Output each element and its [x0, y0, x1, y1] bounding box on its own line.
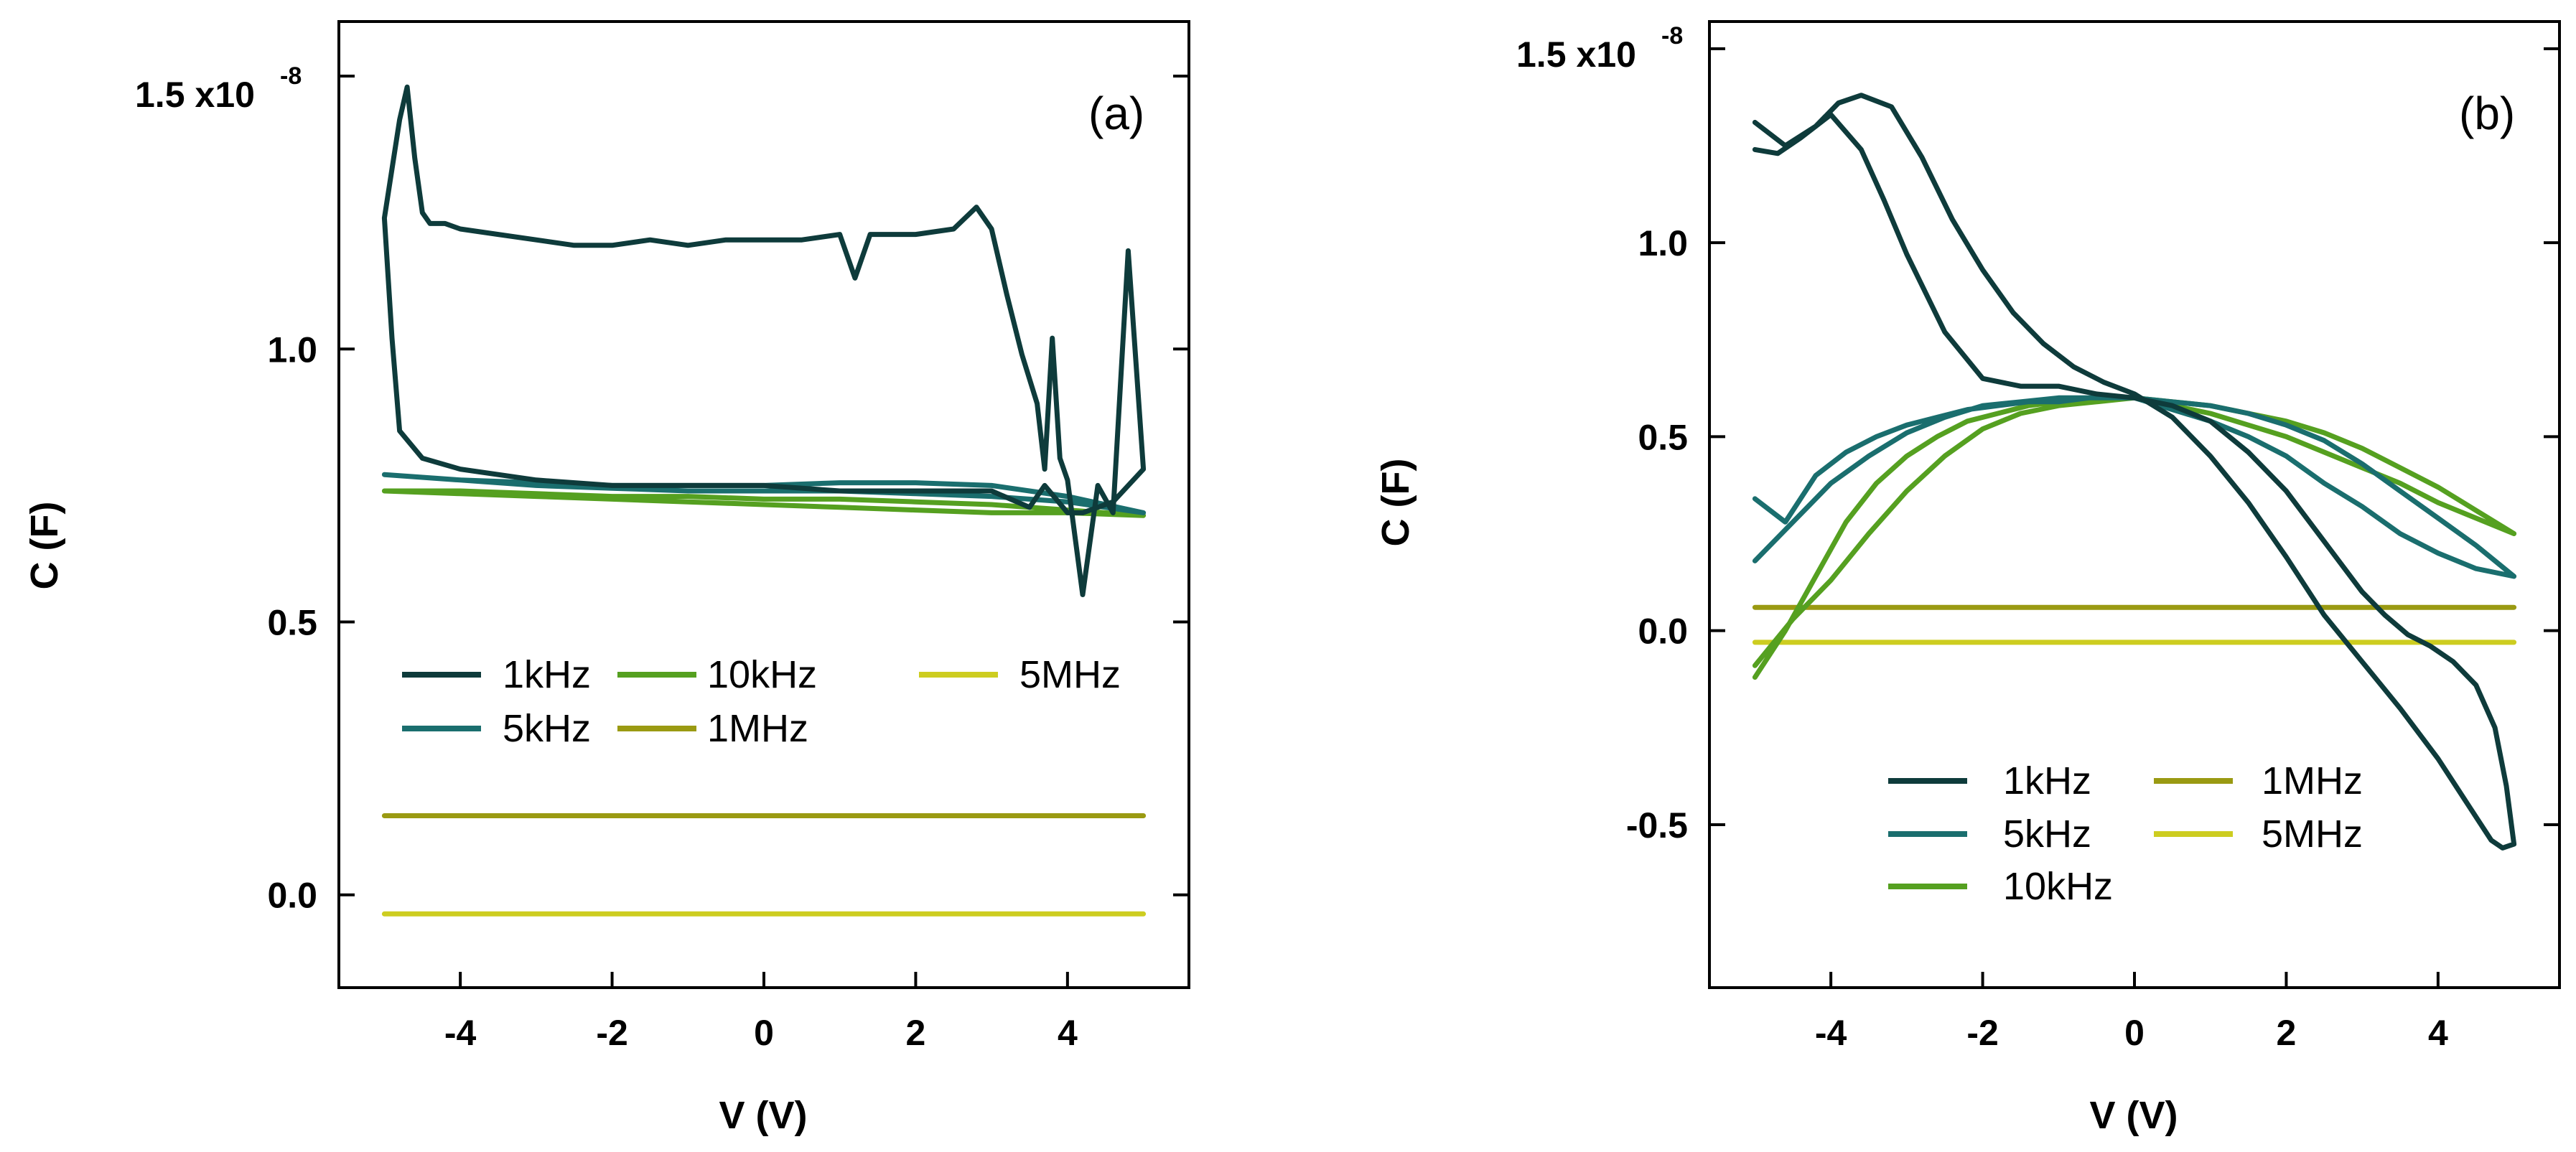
panel-b-label: (b) — [2459, 88, 2515, 139]
panel-b-x-tick-label: 2 — [2277, 1013, 2297, 1053]
panel-a-y-tick-label: 0.0 — [267, 876, 317, 916]
panel-a-x-tick-label: 2 — [906, 1013, 926, 1053]
panel-a-series-group — [381, 84, 1147, 917]
panel-a-y-tick-label: 0.5 — [267, 602, 317, 642]
panel-b-y-axis-label: C (F) — [1374, 459, 1417, 547]
panel-b-y-tick-max: 1.5 — [1516, 34, 1567, 75]
panel-a-legend-label-10khz: 10kHz — [707, 653, 817, 696]
panel-b-y-tick-label: 0.0 — [1638, 612, 1688, 652]
panel-a-series-10khz — [381, 488, 1147, 518]
panel-a-y-tick-max: 1.5 — [135, 75, 185, 115]
panel-b-y-tick-label: -0.5 — [1626, 805, 1688, 846]
panel-b-legend-label-10khz: 10kHz — [2003, 865, 2113, 908]
panel-b-x-tick-label: 0 — [2124, 1013, 2145, 1053]
panel-b-series-1khz — [1752, 93, 2517, 851]
panel-a-x-tick-label: -2 — [596, 1013, 627, 1053]
panel-a-legend: 1kHz 5kHz 10kHz 1MHz 5MHz — [402, 653, 1121, 750]
panel-b-x-tick-label: 4 — [2428, 1013, 2448, 1053]
panel-a-chart: -4 -2 0 2 4 0.0 0.5 1.0 1.5 x10 -8 (a) V (V) C (… — [23, 20, 1190, 1137]
panel-a-label: (a) — [1088, 88, 1144, 139]
panel-a-y-axis-label: C (F) — [23, 502, 66, 590]
panel-a-ticks: -4 -2 0 2 4 0.0 0.5 1.0 — [267, 75, 1189, 1053]
panel-b-y-tick-label: 0.5 — [1638, 417, 1688, 457]
panel-b-series-10khz — [1752, 395, 2517, 680]
panel-a-legend-label-1mhz: 1MHz — [707, 707, 808, 750]
panel-b-x-tick-label: -2 — [1966, 1013, 1998, 1053]
panel-b-legend-label-5mhz: 5MHz — [2262, 813, 2363, 856]
panel-a-x-tick-label: 4 — [1058, 1013, 1078, 1053]
panel-b-series-5khz — [1752, 395, 2517, 579]
panel-b-ticks: -4 -2 0 2 4 -0.5 0.0 0.5 1.0 — [1626, 47, 2559, 1053]
panel-a-y-exponent-sup: -8 — [280, 62, 302, 90]
panel-b-plot-frame — [1708, 20, 2561, 989]
panel-b-x-axis-label: V (V) — [2089, 1094, 2178, 1137]
panel-a-y-exponent-base: 1.5 x10 — [135, 75, 255, 115]
panel-b-series-group — [1752, 93, 2517, 851]
panel-a-legend-label-5mhz: 5MHz — [1019, 653, 1121, 696]
panel-b-y-exponent-base: 1.5 x10 — [1516, 34, 1636, 75]
panel-a-y-tick-label: 1.0 — [267, 329, 317, 370]
panel-b-x-tick-label: -4 — [1815, 1013, 1847, 1053]
panel-b-y-exponent-sup: -8 — [1661, 22, 1683, 50]
panel-b-legend: 1kHz 5kHz 10kHz 1MHz 5MHz — [1888, 759, 2363, 908]
panel-b-legend-label-5khz: 5kHz — [2003, 813, 2091, 856]
panel-a-x-axis-label: V (V) — [719, 1094, 807, 1137]
panel-b-chart: -4 -2 0 2 4 -0.5 0.0 0.5 1.0 1.5 x10 -8 (b) V (V)… — [1374, 20, 2561, 1137]
panel-a-x-tick-label: -4 — [444, 1013, 477, 1053]
panel-a-x-tick-label: 0 — [754, 1013, 774, 1053]
panel-b-legend-label-1mhz: 1MHz — [2262, 759, 2363, 802]
panel-a-legend-label-5khz: 5kHz — [503, 707, 591, 750]
panel-b-legend-label-1khz: 1kHz — [2003, 759, 2091, 802]
panel-a-series-1khz — [381, 84, 1147, 597]
panel-a-legend-label-1khz: 1kHz — [503, 653, 591, 696]
panel-b-y-tick-label: 1.0 — [1638, 223, 1688, 263]
